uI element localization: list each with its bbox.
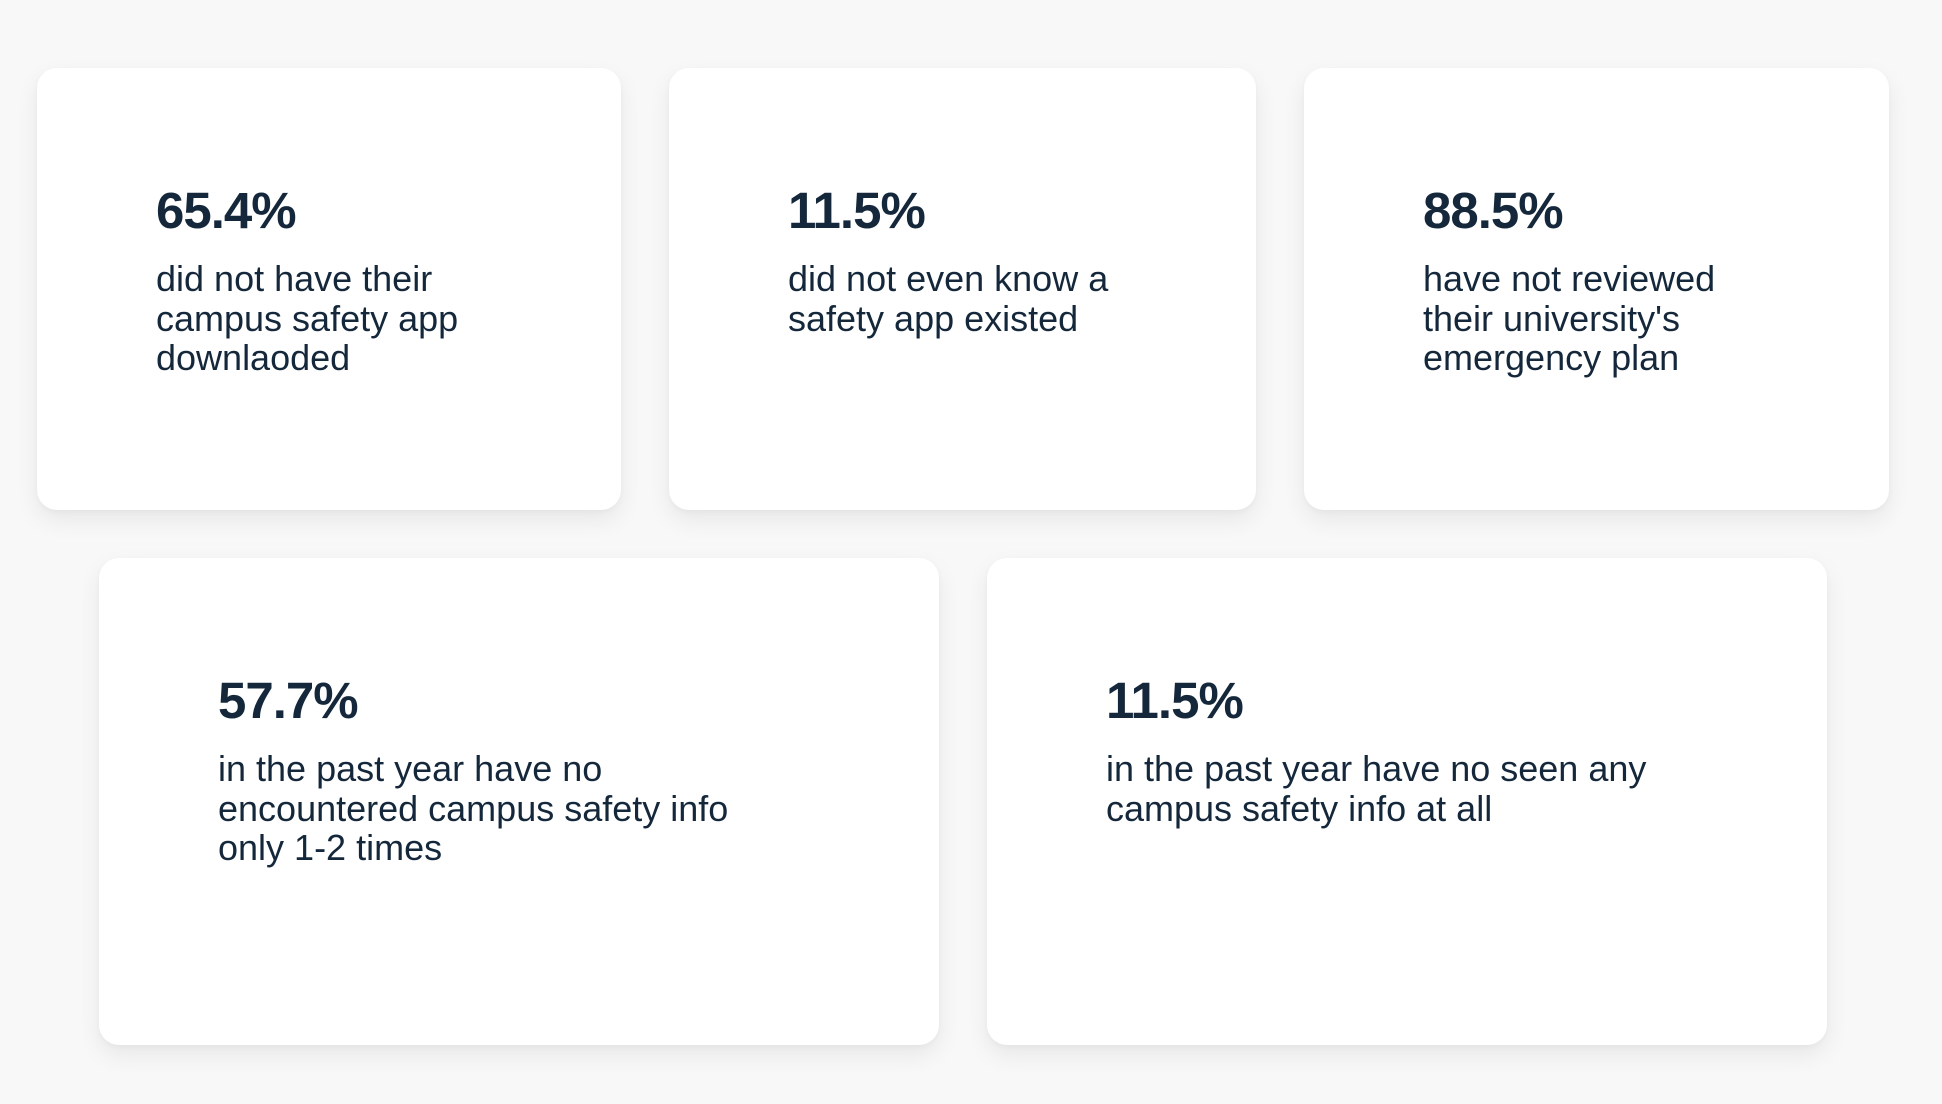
stat-card-info-1-2-times: 57.7% in the past year have no encounter… xyxy=(99,558,939,1045)
stat-value: 11.5% xyxy=(1106,672,1244,729)
stat-description-line: emergency plan xyxy=(1423,337,1680,378)
stat-description-line: only 1-2 times xyxy=(218,827,443,868)
stat-card-app-unknown: 11.5% did not even know a safety app exi… xyxy=(669,68,1256,510)
stat-description: did not have their campus safety app dow… xyxy=(156,259,596,378)
stat-value: 88.5% xyxy=(1423,182,1564,239)
stat-description-line: encountered campus safety info xyxy=(218,787,729,829)
stat-description-line: in the past year have no xyxy=(218,748,603,789)
stat-value: 11.5% xyxy=(788,182,926,239)
stat-description-line: downlaoded xyxy=(156,337,351,378)
stat-description-line: in the past year have no seen any xyxy=(1106,748,1647,789)
stat-description: did not even know a safety app existed xyxy=(788,259,1228,338)
stat-card-app-not-downloaded: 65.4% did not have their campus safety a… xyxy=(37,68,621,510)
stat-card-emergency-plan: 88.5% have not reviewed their university… xyxy=(1304,68,1889,510)
stat-description-line: did not even know a xyxy=(788,258,1109,299)
stat-description-line: have not reviewed xyxy=(1423,258,1716,299)
stat-card-no-info-seen: 11.5% in the past year have no seen any … xyxy=(987,558,1827,1045)
stat-value: 65.4% xyxy=(156,182,297,239)
stat-description-line: campus safety app xyxy=(156,297,459,339)
stat-description-line: campus safety info at all xyxy=(1106,787,1493,829)
stat-description-line: safety app existed xyxy=(788,297,1079,339)
stat-description-line: their university's xyxy=(1423,297,1680,339)
stat-description: have not reviewed their university's eme… xyxy=(1423,259,1863,378)
stat-description: in the past year have no seen any campus… xyxy=(1106,749,1746,828)
stat-description: in the past year have no encountered cam… xyxy=(218,749,858,868)
stat-description-line: did not have their xyxy=(156,258,433,299)
stat-value: 57.7% xyxy=(218,672,359,729)
